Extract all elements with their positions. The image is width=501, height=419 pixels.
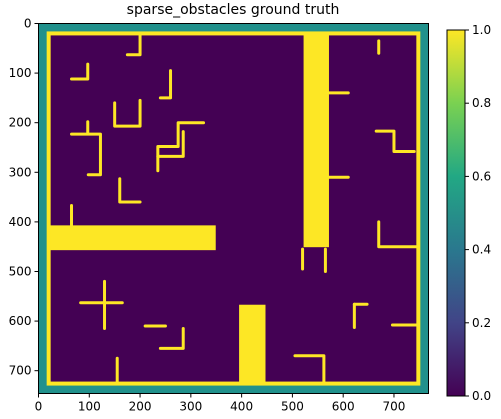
colorbar-tick-label-0.0: 0.0	[472, 389, 491, 403]
y-tick-label-600: 600	[9, 314, 32, 328]
obstacle-block-3	[239, 304, 266, 384]
x-tick-label-700: 700	[383, 400, 406, 414]
colorbar-tick-label-0.4: 0.4	[472, 243, 491, 257]
obstacle-block-1	[48, 225, 216, 251]
y-tick-label-100: 100	[9, 66, 32, 80]
x-tick-label-500: 500	[281, 400, 304, 414]
obstacle-wall-3	[113, 98, 142, 128]
obstacle-wall-12	[374, 129, 416, 153]
y-tick-label-500: 500	[9, 264, 32, 278]
x-tick-label-200: 200	[129, 400, 152, 414]
colorbar: 0.0 0.2 0.4 0.6 0.8 1.0	[446, 23, 491, 403]
y-axis: 0 100 200 300 400 500 600 700	[9, 17, 39, 378]
obstacle-wall-21	[158, 327, 185, 350]
y-tick-label-400: 400	[9, 215, 32, 229]
colorbar-gradient	[446, 29, 466, 397]
obstacle-wall-4	[158, 69, 173, 100]
obstacle-wall-2	[70, 62, 90, 81]
x-tick-label-100: 100	[78, 400, 101, 414]
colorbar-tick-label-1.0: 1.0	[472, 23, 491, 37]
plot-area	[38, 23, 429, 394]
x-axis: 0 100 200 300 400 500 600 700	[35, 393, 406, 414]
free-space	[48, 33, 419, 384]
y-tick-label-300: 300	[9, 165, 32, 179]
obstacle-wall-1	[125, 32, 142, 57]
y-tick-label-200: 200	[9, 116, 32, 130]
perimeter-wall	[46, 31, 421, 386]
plot-frame	[38, 23, 429, 394]
x-tick-label-0: 0	[35, 400, 43, 414]
x-tick-label-300: 300	[179, 400, 202, 414]
obstacle-wall-15	[377, 220, 420, 249]
obstacle-wall-10	[156, 121, 206, 173]
obstacle-block-2	[303, 33, 329, 248]
colorbar-tick-label-0.6: 0.6	[472, 169, 491, 183]
y-tick-label-700: 700	[9, 364, 32, 378]
colorbar-tick-label-0.2: 0.2	[472, 316, 491, 330]
obstacle-wall-26	[293, 354, 326, 386]
x-tick-label-600: 600	[332, 400, 355, 414]
obstacle-wall-7	[70, 132, 102, 177]
chart-title: sparse_obstacles ground truth	[127, 2, 340, 18]
obstacle-wall-13	[118, 177, 142, 204]
x-tick-label-400: 400	[230, 400, 253, 414]
obstacle-wall-9	[156, 130, 185, 158]
colorbar-tick-label-0.8: 0.8	[472, 96, 491, 110]
y-tick-label-0: 0	[24, 17, 32, 31]
